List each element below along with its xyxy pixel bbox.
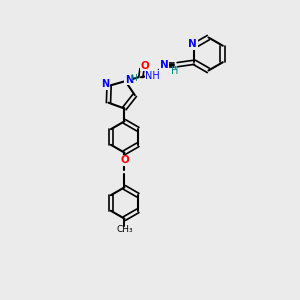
Text: N: N [101,79,110,89]
Text: N: N [160,60,169,70]
Text: O: O [120,155,129,165]
Text: N: N [125,75,133,85]
Text: O: O [140,61,149,71]
Text: CH₃: CH₃ [116,225,133,234]
Text: NH: NH [146,71,160,81]
Text: H: H [130,74,136,83]
Text: H: H [171,66,178,76]
Text: N: N [188,39,197,49]
